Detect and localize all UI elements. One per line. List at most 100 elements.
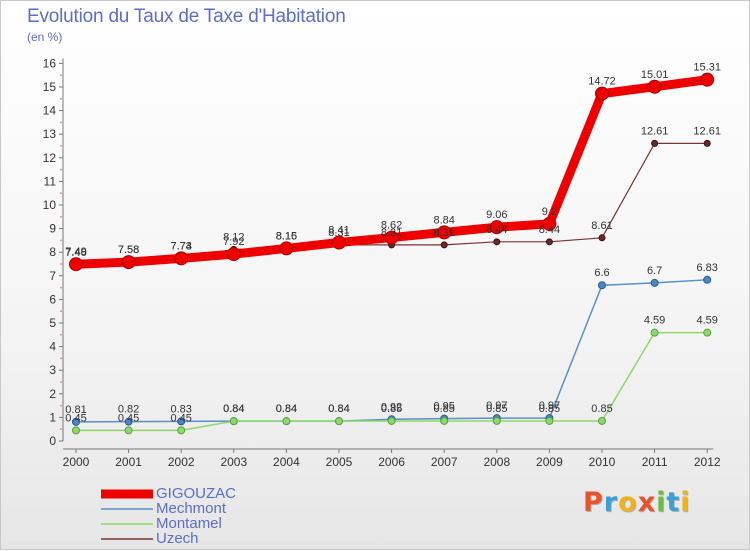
data-label-montamel: 0.45 (65, 412, 86, 424)
x-tick-label: 2010 (589, 455, 616, 469)
y-minor-tick (60, 215, 62, 218)
proxiti-logo: Proxiti (583, 487, 691, 518)
y-minor-tick (60, 310, 62, 313)
data-point-uzech (598, 234, 606, 242)
y-tick-label: 13 (43, 127, 57, 141)
x-tick-label: 2009 (536, 455, 563, 469)
data-label-montamel: 0.84 (328, 403, 349, 415)
y-minor-tick (60, 428, 62, 431)
logo-letter: o (618, 487, 638, 518)
legend-label: GIGOUZAC (156, 485, 237, 502)
data-label-mechmont: 0.92 (381, 401, 402, 413)
data-label-montamel: 0.84 (223, 403, 244, 415)
data-point-mechmont (72, 417, 80, 426)
y-tick-label: 15 (43, 80, 57, 94)
data-point-uzech (545, 238, 553, 246)
data-label-uzech: 8.15 (276, 231, 297, 243)
data-point-gigouzac (226, 247, 241, 262)
data-point-montamel (282, 417, 291, 426)
data-label-uzech: 12.61 (693, 125, 721, 137)
data-point-montamel (492, 416, 501, 425)
data-label-montamel: 4.59 (644, 315, 665, 327)
data-label-mechmont: 0.84 (328, 403, 349, 415)
data-point-mechmont (598, 281, 606, 290)
data-label-uzech: 8.31 (328, 227, 349, 239)
data-point-montamel (72, 426, 80, 435)
data-label-uzech: 8.31 (381, 227, 402, 239)
y-minor-tick (60, 145, 62, 147)
x-tick-label: 2002 (168, 455, 195, 469)
data-label-mechmont: 0.84 (223, 403, 244, 415)
legend-item-montamel: Montamel (101, 516, 236, 531)
y-minor-tick (60, 404, 62, 407)
data-label-mechmont: 0.95 (433, 401, 454, 413)
y-minor-tick (60, 192, 62, 195)
data-label-gigouzac: 15.31 (693, 62, 721, 74)
x-tick-label: 2004 (273, 455, 300, 469)
data-point-uzech (440, 241, 448, 249)
data-point-montamel (650, 328, 659, 337)
data-point-gigouzac (174, 251, 189, 266)
data-point-gigouzac (595, 86, 609, 101)
data-point-gigouzac (69, 257, 83, 272)
data-point-montamel (229, 417, 238, 426)
logo-letter: i (680, 487, 691, 518)
y-minor-tick (60, 168, 62, 171)
y-tick-label: 0 (49, 434, 56, 448)
legend-item-uzech: Uzech (101, 531, 236, 546)
data-label-gigouzac: 8.62 (381, 220, 402, 232)
y-minor-tick (60, 333, 62, 336)
data-point-uzech (651, 139, 659, 147)
data-point-montamel (545, 416, 554, 425)
data-point-gigouzac (437, 225, 452, 240)
data-point-mechmont (703, 275, 712, 284)
data-point-montamel (440, 416, 449, 425)
logo-letter: P (583, 487, 604, 518)
data-point-gigouzac (384, 230, 399, 245)
data-label-montamel: 0.84 (276, 403, 297, 415)
data-label-gigouzac: 7.58 (118, 244, 139, 256)
chart-subtitle: (en %) (27, 30, 63, 44)
data-label-gigouzac: 15.01 (641, 69, 669, 81)
data-label-montamel: 0.85 (486, 403, 507, 415)
data-label-uzech: 7.58 (118, 244, 139, 256)
data-label-mechmont: 6.7 (647, 265, 662, 277)
legend-label: Uzech (156, 530, 199, 547)
y-tick-label: 8 (49, 245, 56, 259)
data-label-mechmont: 0.97 (539, 400, 560, 412)
data-label-mechmont: 6.6 (594, 267, 609, 279)
y-minor-tick (60, 263, 62, 265)
y-minor-tick (60, 74, 62, 77)
logo-letter: x (637, 487, 657, 518)
y-tick-label: 4 (49, 340, 56, 354)
data-label-uzech: 8.44 (539, 224, 560, 236)
y-tick-label: 5 (49, 316, 56, 330)
data-point-mechmont (124, 417, 133, 426)
data-point-uzech (703, 139, 711, 147)
data-point-mechmont (650, 278, 659, 287)
y-tick-label: 1 (49, 410, 56, 424)
y-tick-label: 9 (49, 222, 56, 236)
data-label-montamel: 4.59 (696, 315, 717, 327)
data-label-mechmont: 0.81 (65, 404, 86, 416)
x-tick-label: 2012 (694, 455, 721, 469)
legend-item-gigouzac: GIGOUZAC (101, 486, 236, 501)
data-point-gigouzac (121, 255, 136, 270)
x-tick-label: 2005 (326, 455, 353, 469)
legend-swatch-uzech (101, 533, 153, 545)
data-label-uzech: 8.31 (433, 227, 454, 239)
y-minor-tick (60, 286, 62, 289)
legend-swatch-gigouzac (101, 488, 153, 500)
data-label-uzech: 12.61 (641, 125, 669, 137)
data-label-gigouzac: 8.84 (433, 214, 454, 226)
data-point-gigouzac (332, 235, 346, 250)
data-label-montamel: 0.45 (170, 412, 191, 424)
data-point-montamel (177, 426, 186, 435)
data-label-mechmont: 0.82 (118, 404, 139, 416)
y-tick-label: 16 (43, 56, 57, 70)
data-label-gigouzac: 7.92 (223, 236, 244, 248)
data-point-mechmont (177, 417, 186, 426)
data-label-gigouzac: 7.49 (65, 246, 86, 258)
